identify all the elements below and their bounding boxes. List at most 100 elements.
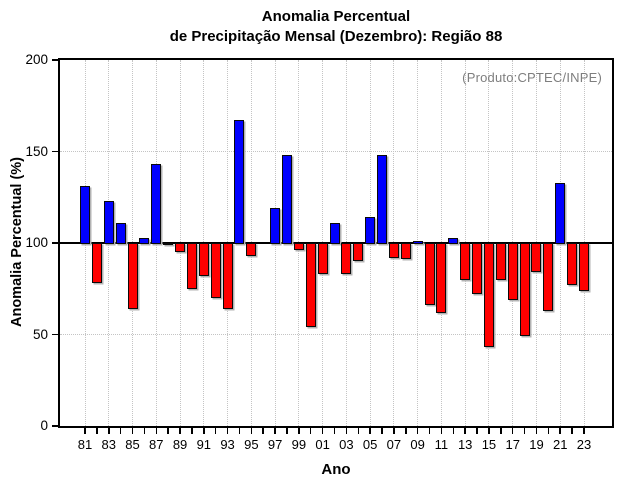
- x-axis-tick: [155, 428, 158, 434]
- bar-00: [305, 243, 316, 328]
- x-axis-tick: [274, 428, 276, 434]
- x-axis-label: Ano: [321, 461, 351, 478]
- bar-12: [448, 237, 459, 245]
- bar-87: [151, 164, 162, 245]
- y-tick-label: 50: [32, 326, 48, 342]
- bar-15: [483, 243, 494, 348]
- x-tick-label: 95: [244, 437, 259, 452]
- bar-05: [365, 217, 376, 245]
- x-axis-tick: [571, 428, 573, 434]
- y-axis-tick: [52, 333, 58, 336]
- x-tick-label: 09: [410, 437, 425, 452]
- bar-93: [222, 243, 233, 309]
- x-axis-tick: [440, 428, 443, 434]
- x-axis-tick: [108, 428, 110, 434]
- y-axis-tick: [52, 150, 58, 153]
- x-axis-tick: [238, 428, 241, 434]
- bar-84: [115, 222, 126, 245]
- x-tick-label: 21: [553, 437, 568, 452]
- x-axis-tick: [500, 428, 502, 434]
- bar-95: [246, 243, 257, 256]
- bar-83: [103, 200, 114, 245]
- x-tick-label: 93: [220, 437, 235, 452]
- plot-area: (Produto:CPTEC/INPE) 81 83 85 87 89 91 93 95 97 9…: [25, 52, 614, 452]
- x-tick-label: 89: [172, 437, 188, 452]
- x-axis-tick: [333, 428, 336, 434]
- bar-06: [377, 155, 388, 245]
- x-axis-tick: [262, 428, 264, 434]
- bar-22: [567, 243, 578, 286]
- chart-title-line1: Anomalia Percentual: [261, 8, 411, 25]
- y-tick-label: 100: [25, 235, 48, 250]
- horizontal-gridline: [60, 334, 612, 335]
- y-tick-label: 150: [25, 143, 48, 159]
- x-axis-tick: [476, 428, 478, 434]
- x-tick-label: 81: [77, 437, 93, 452]
- x-tick-label: 05: [362, 437, 378, 452]
- x-tick-label: 15: [481, 437, 497, 452]
- bar-08: [400, 243, 411, 260]
- bar-03: [341, 243, 352, 275]
- bar-81: [80, 186, 90, 245]
- bar-86: [139, 237, 150, 245]
- x-axis-tick: [405, 428, 407, 434]
- x-tick-label: 01: [315, 437, 330, 452]
- bar-20: [543, 243, 554, 311]
- x-axis-tick: [369, 428, 371, 434]
- x-axis-tick: [452, 428, 455, 434]
- x-axis-tick: [96, 428, 98, 434]
- bar-13: [460, 243, 471, 280]
- x-axis-tick: [131, 428, 134, 434]
- bar-99: [293, 243, 304, 251]
- x-tick-label: 85: [125, 437, 140, 452]
- horizontal-gridline: [60, 151, 612, 152]
- x-axis-tick: [226, 428, 229, 434]
- x-tick-label: 19: [529, 437, 544, 452]
- x-axis-tick: [428, 428, 431, 434]
- y-tick-label: 0: [40, 418, 48, 433]
- x-axis-tick: [464, 428, 466, 434]
- x-tick-label: 03: [339, 437, 354, 452]
- x-tick-label: 91: [196, 437, 212, 452]
- x-axis-tick: [298, 428, 300, 434]
- bar-14: [472, 243, 483, 295]
- x-tick-label: 87: [149, 437, 164, 452]
- x-axis-tick: [583, 428, 585, 434]
- bar-10: [424, 243, 435, 306]
- x-axis-tick: [203, 428, 205, 434]
- bar-91: [198, 243, 209, 276]
- bar-02: [329, 222, 340, 245]
- x-axis-tick: [286, 428, 288, 434]
- x-axis-tick: [179, 428, 181, 434]
- x-axis-tick: [214, 428, 217, 434]
- chart-title: Anomalia Percentual de Precipitação Mens…: [58, 7, 614, 47]
- x-axis-tick: [84, 428, 86, 434]
- bar-23: [579, 243, 589, 291]
- x-axis-tick: [191, 428, 193, 434]
- chart-title-line2: de Precipitação Mensal (Dezembro): Regiã…: [169, 28, 503, 45]
- bar-98: [281, 155, 292, 245]
- x-axis-tick: [559, 428, 561, 434]
- x-tick-label: 23: [576, 437, 592, 452]
- x-axis-tick: [250, 428, 253, 434]
- bar-89: [175, 243, 186, 253]
- x-axis-tick: [143, 428, 146, 434]
- bar-94: [234, 120, 245, 245]
- y-axis-tick: [52, 425, 58, 427]
- x-axis-tick: [488, 428, 490, 434]
- x-axis-tick: [535, 428, 538, 434]
- bar-07: [388, 243, 399, 258]
- x-tick-label: 11: [434, 437, 449, 452]
- x-axis-tick: [523, 428, 526, 434]
- x-axis-tick: [547, 428, 550, 434]
- y-axis-tick: [52, 242, 58, 244]
- bar-88: [163, 243, 174, 245]
- x-axis-tick: [345, 428, 348, 434]
- x-axis-tick: [167, 428, 169, 434]
- bar-92: [210, 243, 221, 298]
- bar-04: [353, 243, 364, 262]
- bar-18: [519, 243, 530, 337]
- bar-01: [317, 243, 328, 275]
- x-axis-tick: [416, 428, 419, 434]
- bar-97: [270, 208, 281, 245]
